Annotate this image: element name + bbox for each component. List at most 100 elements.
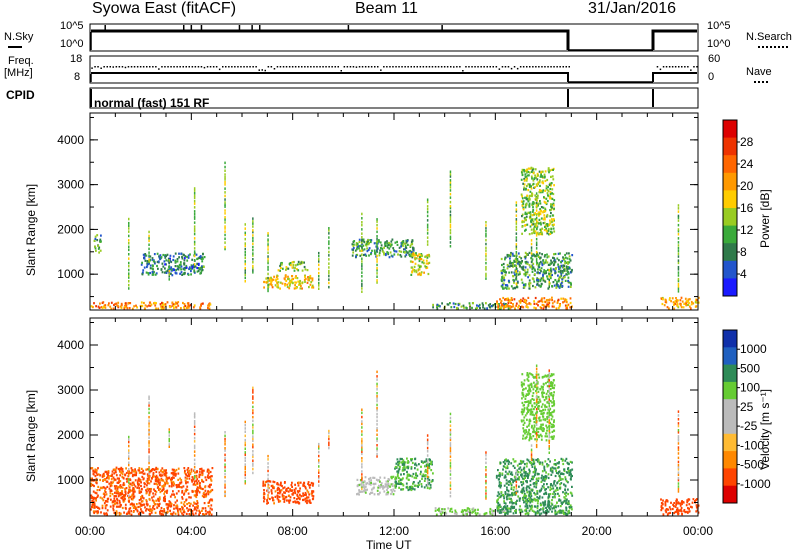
data-cell: [523, 188, 525, 191]
data-cell: [515, 251, 518, 254]
data-cell: [190, 273, 192, 276]
nave-dot: [124, 66, 127, 69]
data-cell: [386, 246, 389, 249]
nave-dot: [340, 70, 342, 72]
data-cell: [431, 463, 433, 466]
data-cell: [152, 495, 155, 498]
data-cell: [536, 502, 539, 505]
data-cell: [540, 206, 543, 209]
data-cell: [224, 203, 226, 206]
data-cell: [505, 467, 507, 470]
data-cell: [512, 489, 515, 492]
data-cell: [498, 483, 501, 486]
data-cell: [182, 485, 185, 488]
data-cell: [512, 458, 515, 461]
data-cell: [426, 477, 429, 480]
data-cell: [563, 258, 566, 261]
data-cell: [536, 507, 539, 510]
data-cell: [551, 430, 554, 433]
data-cell: [502, 282, 505, 285]
data-cell: [513, 479, 516, 482]
data-cell: [388, 256, 391, 259]
data-cell: [198, 475, 201, 479]
data-cell: [104, 306, 107, 309]
data-streak: [318, 251, 320, 290]
data-cell: [183, 259, 186, 262]
data-cell: [552, 397, 554, 400]
data-cell: [299, 481, 302, 484]
data-cell: [677, 287, 680, 290]
data-cell: [361, 236, 363, 239]
data-cell: [563, 483, 565, 486]
data-cell: [283, 500, 286, 503]
data-cell: [516, 469, 519, 472]
data-cell: [372, 476, 374, 479]
data-cell: [124, 494, 127, 497]
data-cell: [537, 497, 540, 500]
data-cell: [328, 240, 330, 243]
data-cell: [566, 498, 568, 501]
data-cell: [93, 510, 96, 513]
data-cell: [262, 482, 265, 485]
data-cell: [191, 265, 194, 268]
data-cell: [416, 484, 418, 487]
data-cell: [509, 510, 512, 513]
data-cell: [170, 268, 173, 271]
data-patch: [93, 234, 102, 254]
data-cell: [378, 240, 380, 243]
data-cell: [267, 272, 269, 276]
data-cell: [356, 484, 359, 487]
data-cell: [512, 502, 515, 505]
data-cell: [413, 268, 415, 272]
data-cell: [175, 269, 177, 272]
data-patch: [262, 480, 315, 505]
nave-dot: [431, 66, 434, 68]
data-cell: [398, 246, 401, 249]
data-cell: [299, 498, 301, 501]
data-cell: [557, 466, 560, 469]
data-cell: [154, 479, 157, 483]
data-cell: [501, 473, 504, 476]
data-cell: [441, 511, 444, 514]
data-cell: [544, 225, 546, 228]
data-cell: [116, 477, 119, 480]
data-cell: [162, 253, 165, 257]
data-cell: [361, 260, 363, 263]
data-cell: [365, 240, 368, 243]
data-cell: [162, 479, 165, 482]
data-cell: [530, 507, 533, 510]
data-cell: [545, 395, 548, 398]
nsky-spikes: [104, 25, 443, 31]
data-cell: [541, 496, 544, 499]
data-cell: [522, 265, 525, 268]
data-cell: [157, 480, 160, 483]
data-cell: [504, 502, 507, 505]
data-cell: [522, 393, 525, 396]
data-cell: [302, 483, 305, 486]
data-cell: [533, 177, 536, 180]
data-cell: [186, 305, 189, 308]
data-cell: [544, 208, 547, 211]
data-cell: [159, 473, 162, 476]
data-cell: [555, 512, 558, 515]
data-cell: [166, 301, 169, 304]
data-cell: [266, 499, 268, 502]
data-cell: [106, 477, 108, 480]
data-cell: [530, 494, 533, 498]
data-cell: [108, 487, 111, 490]
data-cell: [539, 228, 542, 231]
data-cell: [252, 269, 254, 272]
data-cell: [540, 480, 543, 483]
data-cell: [540, 477, 543, 480]
data-cell: [564, 484, 567, 487]
data-cell: [546, 483, 548, 486]
data-cell: [104, 489, 106, 492]
nave-dot: [504, 66, 507, 68]
data-cell: [119, 505, 122, 508]
data-cell: [524, 274, 527, 277]
data-cell: [202, 487, 204, 491]
data-cell: [379, 486, 381, 489]
data-cell: [544, 210, 547, 213]
data-cell: [488, 305, 491, 308]
data-cell: [529, 501, 532, 504]
